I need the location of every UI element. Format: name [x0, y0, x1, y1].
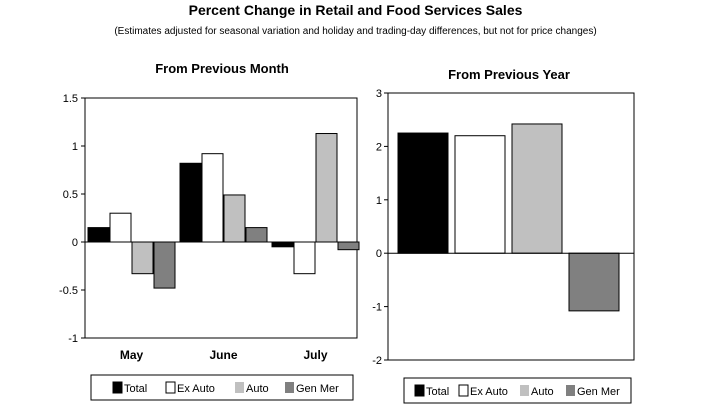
- chart-1-legend-label: Total: [124, 383, 147, 395]
- chart-2-ytick-label: -1: [372, 302, 382, 314]
- chart-1-plot-frame: [84, 97, 358, 339]
- chart-1-bar-total: [179, 162, 202, 243]
- chart-1-legend-swatch-auto: [235, 382, 244, 393]
- chart-1-legend-label: Ex Auto: [177, 383, 215, 395]
- chart-2-legend-swatch-gen-mer: [566, 385, 575, 396]
- chart-2-ytick-label: 0: [376, 248, 382, 260]
- chart-2-legend-label: Gen Mer: [577, 386, 620, 398]
- chart-1-bar-total: [271, 241, 294, 248]
- chart-2-plot-frame: [387, 92, 635, 361]
- page-subtitle: (Estimates adjusted for seasonal variati…: [114, 26, 597, 37]
- chart-2-legend-swatch-auto: [520, 385, 529, 396]
- chart-1-bar-auto: [315, 133, 338, 243]
- chart-1-title: From Previous Month: [155, 61, 289, 76]
- chart-2-legend-label: Auto: [531, 386, 554, 398]
- chart-2-bar-auto: [511, 123, 563, 254]
- chart-1-bar-total: [87, 227, 110, 243]
- chart-1-ytick-label: 0: [72, 237, 78, 249]
- chart-1-ytick-label: 1: [72, 141, 78, 153]
- chart-1-bar-gen-mer: [337, 241, 360, 251]
- chart-2-bar-gen-mer: [568, 252, 620, 312]
- chart-2-legend-swatch-ex-auto: [458, 384, 469, 397]
- chart-1-bar-gen-mer: [245, 227, 268, 243]
- chart-1-bar-ex-auto: [109, 212, 132, 243]
- chart-1-bar-ex-auto: [293, 241, 316, 275]
- chart-1-ytick-label: 1.5: [63, 93, 78, 105]
- chart-1-category-label: June: [209, 348, 237, 362]
- chart-2-ytick-label: 1: [376, 195, 382, 207]
- chart-1-bar-gen-mer: [153, 241, 176, 289]
- chart-1-legend-swatch-total: [112, 381, 123, 394]
- chart-1-category-label: May: [120, 348, 144, 362]
- chart-1-legend-swatch-gen-mer: [285, 382, 294, 393]
- chart-2-bar-total: [397, 132, 449, 254]
- chart-2-legend-box: [403, 377, 632, 404]
- chart-2-legend-label: Total: [426, 386, 449, 398]
- chart-1-legend-swatch-ex-auto: [165, 381, 176, 394]
- page-title: Percent Change in Retail and Food Servic…: [188, 2, 523, 18]
- chart-1-bar-auto: [131, 241, 154, 275]
- chart-2-legend-swatch-total: [414, 384, 425, 397]
- chart-1-legend-label: Gen Mer: [296, 383, 339, 395]
- chart-1-category-label: July: [303, 348, 327, 362]
- chart-1-ytick-label: 0.5: [63, 189, 78, 201]
- chart-1-legend-label: Auto: [246, 383, 269, 395]
- chart-2-legend-label: Ex Auto: [470, 386, 508, 398]
- chart-2-bar-ex-auto: [454, 135, 506, 254]
- chart-2-ytick-label: 3: [376, 88, 382, 100]
- chart-1-legend-box: [90, 374, 354, 401]
- chart-2-ytick-label: 2: [376, 141, 382, 153]
- chart-1-bar-ex-auto: [201, 153, 224, 243]
- chart-2-ytick-label: -2: [372, 355, 382, 367]
- chart-2-title: From Previous Year: [448, 67, 570, 82]
- chart-1-bar-auto: [223, 194, 246, 243]
- chart-1-ytick-label: -1: [68, 333, 78, 345]
- chart-1-ytick-label: -0.5: [59, 285, 78, 297]
